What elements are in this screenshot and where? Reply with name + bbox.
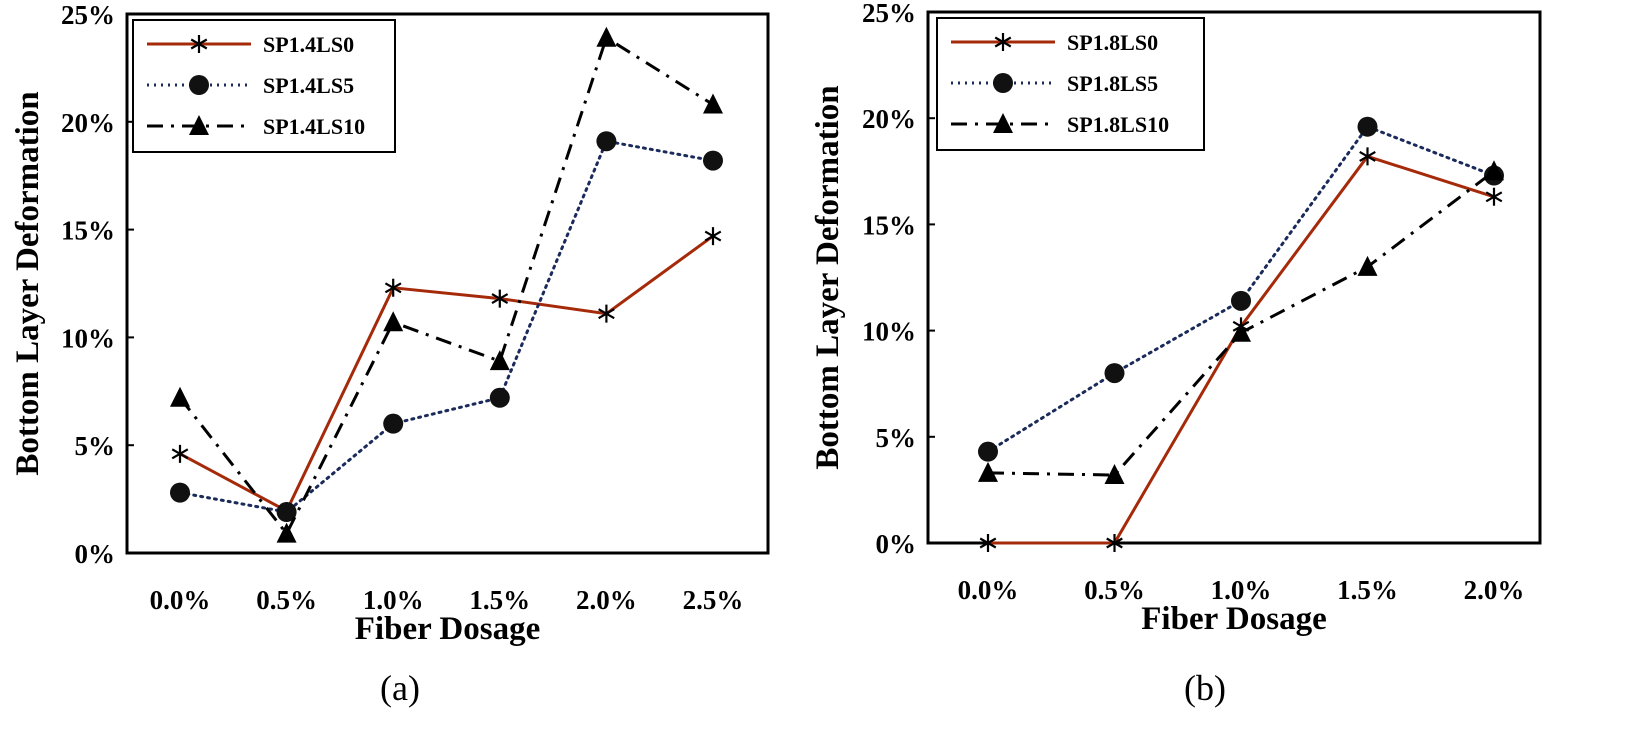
y-tick-label: 10% <box>862 317 916 347</box>
x-axis-label: Fiber Dosage <box>355 611 540 647</box>
chart-panel-a: 0% 5% 10% 15% 20% 25% 0.0% 0.5% 1.0% 1.5% 2.0% 2.5%… <box>10 0 770 708</box>
data-point <box>703 150 723 171</box>
legend: SP1.4LS0 SP1.4LS5 SP1.4LS10 <box>132 19 396 153</box>
y-tick-label: 20% <box>862 104 916 134</box>
legend-label: SP1.8LS5 <box>1067 71 1158 96</box>
x-tick-label: 0.5% <box>1084 575 1145 605</box>
data-point <box>979 534 997 552</box>
series-line <box>178 139 715 514</box>
data-point <box>1484 160 1504 181</box>
data-point <box>598 304 615 323</box>
legend-box <box>936 17 1205 151</box>
series-SP1.4LS0 <box>171 227 722 520</box>
x-tick-label: 2.0% <box>1464 575 1525 605</box>
data-point <box>978 461 998 482</box>
y-tick-label: 15% <box>862 210 916 240</box>
data-point <box>1359 147 1376 166</box>
series-SP1.8LS0 <box>979 147 1503 552</box>
y-tick-label: 5% <box>75 431 116 461</box>
legend-marker <box>993 113 1013 133</box>
panel-caption: (a) <box>380 668 420 708</box>
data-point <box>978 441 998 462</box>
x-tick-label: 1.5% <box>1337 575 1398 605</box>
data-point <box>170 386 190 407</box>
x-tick-label: 1.0% <box>363 585 424 615</box>
legend-marker <box>994 33 1012 51</box>
data-point <box>1106 534 1123 552</box>
y-tick-label: 10% <box>61 323 115 353</box>
data-point <box>384 278 402 297</box>
data-point <box>276 522 297 543</box>
data-point <box>489 387 510 408</box>
y-tick-label: 0% <box>876 529 917 559</box>
data-point <box>1104 363 1125 384</box>
data-point <box>596 26 617 47</box>
y-tick-label: 0% <box>75 539 116 569</box>
series-line <box>179 234 714 514</box>
legend-label: SP1.8LS0 <box>1067 30 1158 55</box>
data-point <box>171 444 189 463</box>
data-point <box>596 131 617 152</box>
data-point <box>276 502 297 523</box>
x-tick-label: 0.0% <box>150 585 211 615</box>
data-point <box>383 413 404 434</box>
data-point <box>1104 464 1125 485</box>
data-point <box>1357 255 1378 276</box>
series-SP1.8LS10 <box>978 160 1504 485</box>
data-point <box>1485 187 1503 206</box>
x-tick-label: 0.0% <box>958 575 1019 605</box>
data-point <box>1231 321 1251 342</box>
x-tick-label: 2.5% <box>683 585 744 615</box>
y-tick-label: 5% <box>876 423 917 453</box>
x-tick-label: 1.5% <box>469 585 530 615</box>
y-tick-label: 20% <box>61 108 115 138</box>
series-SP1.4LS10 <box>170 26 723 543</box>
x-tick-label: 2.0% <box>576 585 637 615</box>
legend-label: SP1.4LS5 <box>263 73 354 98</box>
series-SP1.8LS5 <box>978 116 1504 462</box>
data-point <box>703 93 723 114</box>
y-axis-label: Bottom Layer Deformation <box>10 91 46 475</box>
legend-marker <box>189 115 209 135</box>
x-tick-label: 0.5% <box>256 585 317 615</box>
panel-caption: (b) <box>1184 668 1226 708</box>
data-point <box>383 311 404 332</box>
legend-label: SP1.8LS10 <box>1067 112 1169 137</box>
series-line <box>986 124 1496 454</box>
y-axis-label: Bottom Layer Deformation <box>810 85 846 469</box>
data-point <box>170 482 190 503</box>
legend-label: SP1.4LS10 <box>263 114 365 139</box>
y-tick-label: 25% <box>61 0 115 30</box>
x-tick-label: 1.0% <box>1211 575 1272 605</box>
series-SP1.4LS5 <box>170 131 723 523</box>
legend-marker <box>190 35 208 53</box>
data-point <box>489 350 510 371</box>
plot-frame <box>125 12 770 555</box>
x-axis-label: Fiber Dosage <box>1141 601 1326 637</box>
chart-panel-b: 0% 5% 10% 15% 20% 25% 0.0% 0.5% 1.0% 1.5% 2.0% Fibe… <box>810 0 1542 708</box>
series-line <box>988 154 1495 545</box>
data-point <box>704 227 722 246</box>
y-tick-label: 15% <box>61 216 115 246</box>
legend: SP1.8LS0 SP1.8LS5 SP1.8LS10 <box>936 17 1205 151</box>
data-point <box>1231 290 1251 311</box>
series-line <box>178 35 714 537</box>
data-point <box>491 289 509 308</box>
data-point <box>1357 116 1378 137</box>
legend-marker <box>993 73 1013 93</box>
y-tick-label: 25% <box>862 0 916 28</box>
legend-marker <box>189 75 209 95</box>
legend-label: SP1.4LS0 <box>263 32 354 57</box>
plot-frame <box>926 10 1542 545</box>
